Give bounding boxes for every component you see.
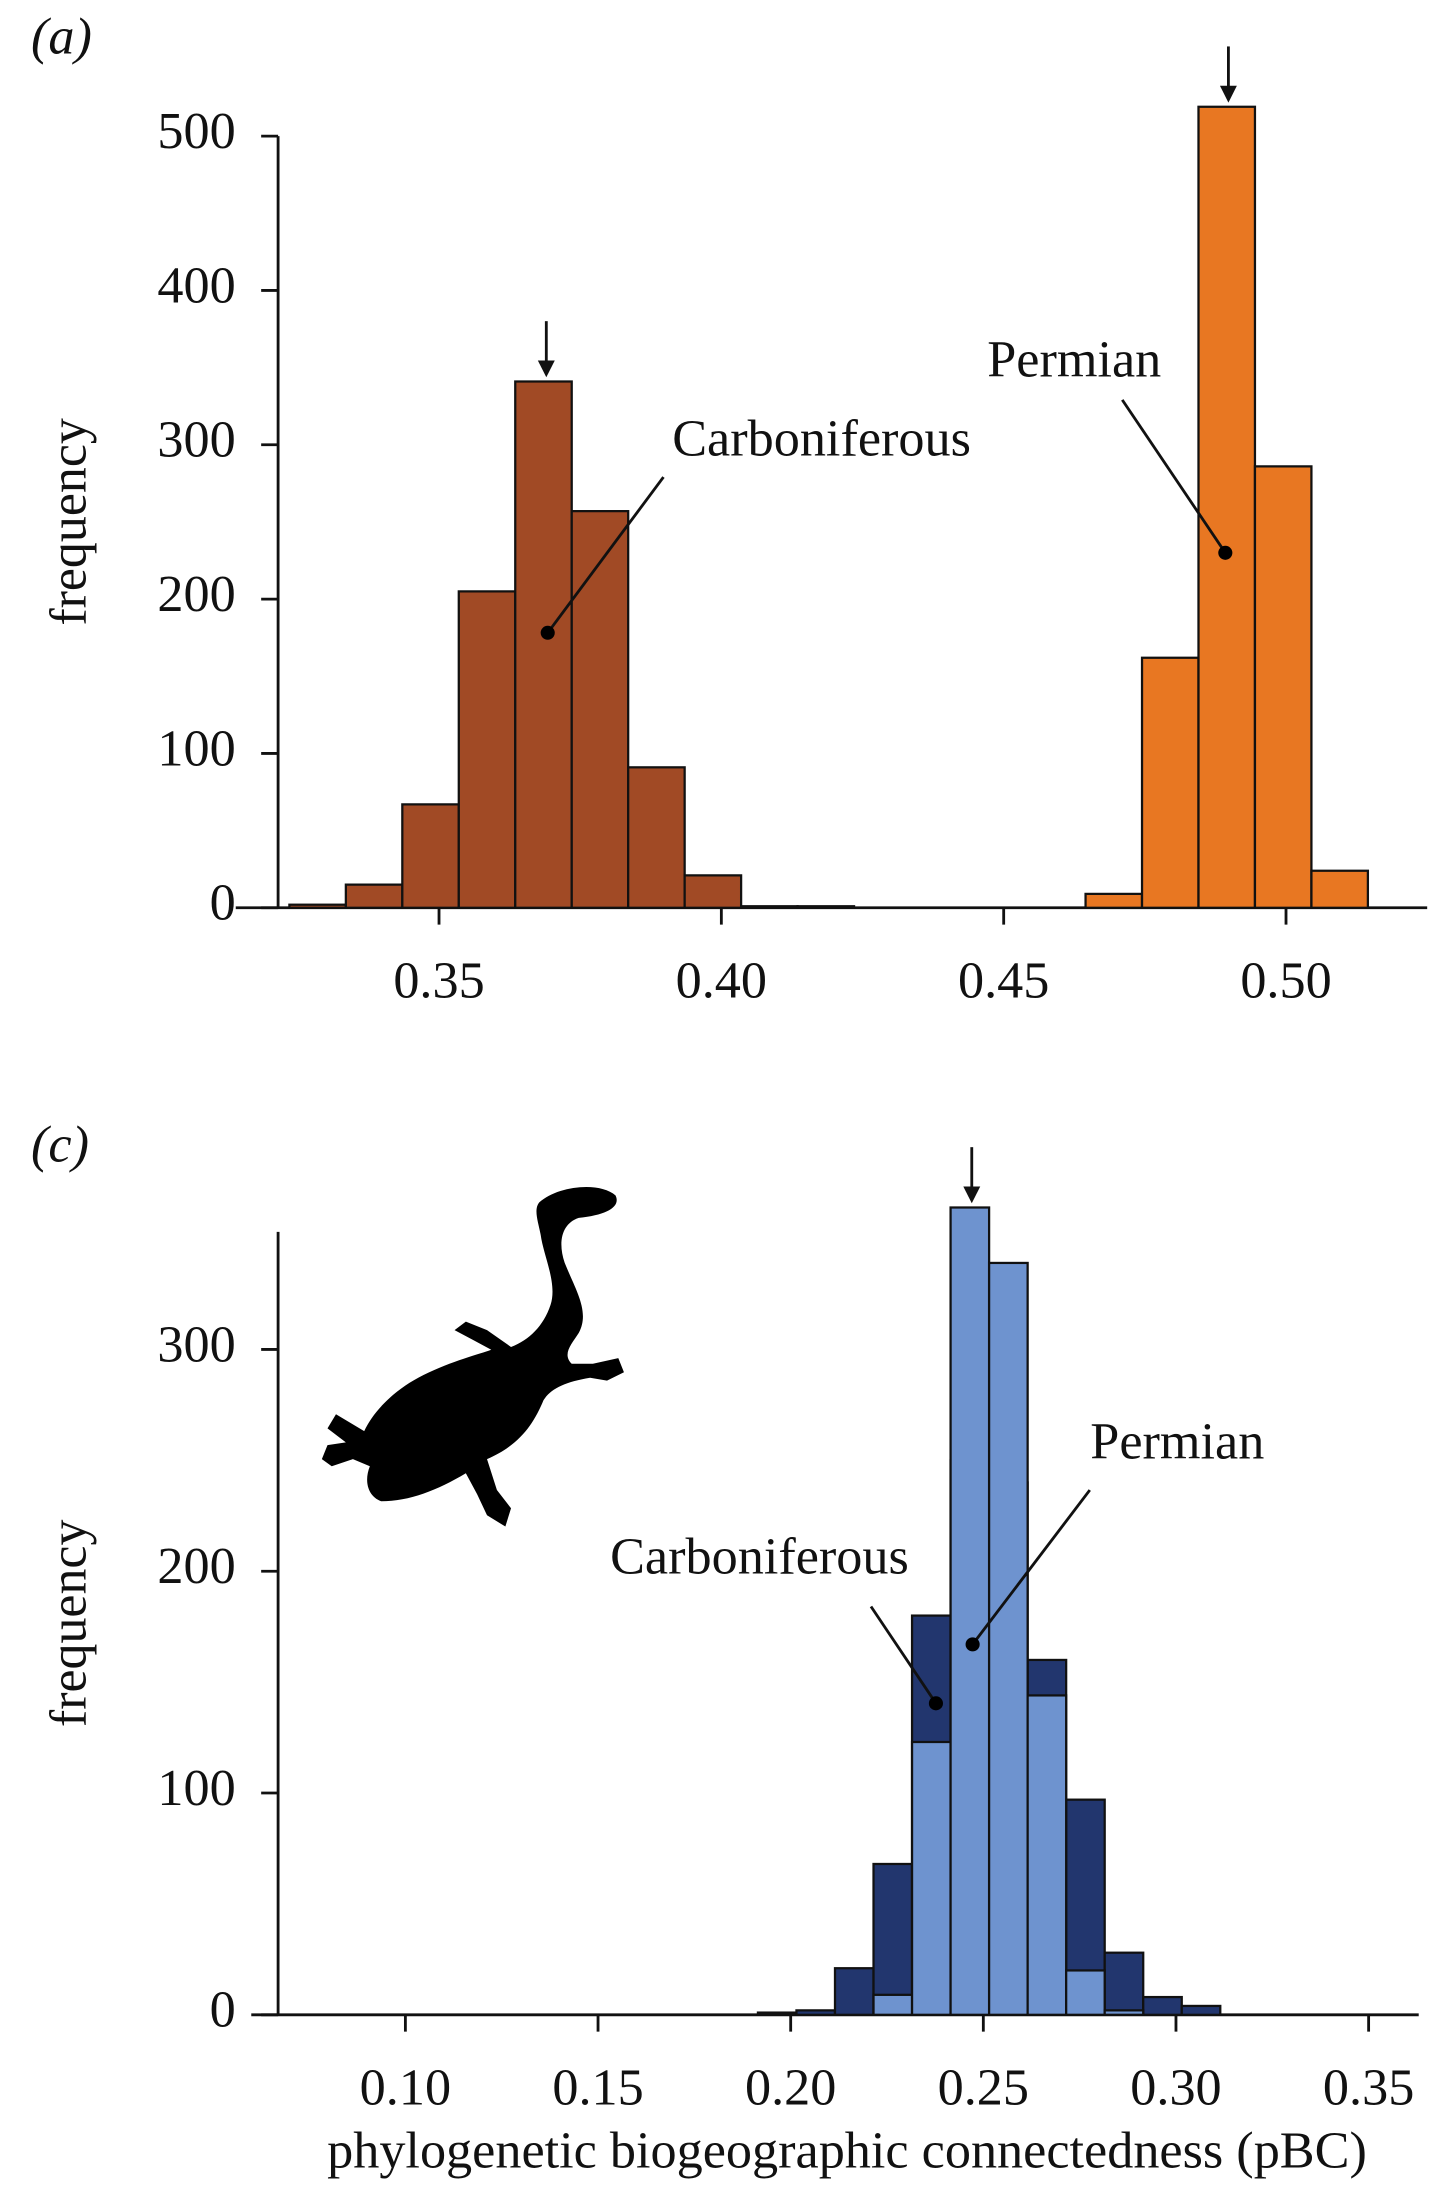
y-tick-label: 300 [157, 412, 235, 469]
histogram-bar [1084, 892, 1144, 909]
histogram-bar [739, 905, 799, 909]
y-axis-title: frequency [40, 418, 97, 625]
histogram-bar [1180, 2004, 1222, 2016]
histogram-bar [872, 1993, 914, 2016]
x-tick-label: 0.15 [552, 2060, 643, 2117]
x-tick-label: 0.50 [1240, 953, 1331, 1010]
x-tick-label: 0.30 [1130, 2060, 1221, 2117]
panel-label: (a) [31, 8, 92, 65]
observed-arrowhead [537, 360, 555, 378]
y-tick-label: 100 [157, 720, 235, 777]
x-tick-label: 0.35 [393, 953, 484, 1010]
histogram-bar [1310, 869, 1370, 909]
x-tick-label: 0.20 [745, 2060, 836, 2117]
histogram-bar [833, 1967, 875, 2016]
x-tick-label: 0.35 [1323, 2060, 1414, 2117]
y-tick-label: 300 [157, 1316, 235, 1373]
histogram-bar [514, 380, 573, 909]
histogram-bar [910, 1740, 952, 2016]
histogram-bar [344, 883, 404, 909]
histogram-bar [1103, 2009, 1145, 2016]
histogram-bar [627, 766, 686, 909]
histogram-bar [987, 1261, 1029, 2016]
label-dot [965, 1637, 980, 1652]
label-dot [928, 1696, 943, 1711]
x-axis-title: phylogenetic biogeographic connectedness… [327, 2123, 1367, 2180]
label-pointer [1121, 399, 1227, 554]
histogram-bar [795, 2009, 837, 2016]
label-pointer [546, 476, 665, 634]
label-pointer [971, 1489, 1091, 1646]
panel-label: (c) [31, 1117, 89, 1174]
series-label: Carboniferous [610, 1529, 909, 1586]
histogram-bar [1253, 465, 1313, 909]
y-tick-label: 500 [157, 103, 235, 160]
histogram-bar [1026, 1694, 1068, 2016]
y-tick-label: 200 [157, 1538, 235, 1595]
y-tick-label: 0 [210, 875, 236, 932]
histogram-bar [949, 1206, 991, 2016]
histogram-bar [570, 510, 630, 909]
y-tick-label: 100 [157, 1760, 235, 1817]
label-dot [1218, 545, 1233, 560]
observed-arrowhead [1219, 85, 1237, 103]
x-tick-label: 0.10 [360, 2060, 451, 2117]
series-label: Permian [987, 332, 1161, 389]
histogram-bar [457, 590, 517, 909]
histogram-bar [1103, 1951, 1145, 2016]
histogram-bar [1142, 1995, 1183, 2016]
series-label: Permian [1090, 1414, 1264, 1471]
histogram-bar [796, 905, 856, 909]
histogram-bar [756, 2011, 798, 2016]
y-tick-label: 0 [210, 1982, 236, 2039]
histogram-bar [288, 903, 347, 909]
histogram-bar [1065, 1969, 1106, 2016]
observed-arrowhead [963, 1186, 981, 1204]
x-tick-label: 0.45 [958, 953, 1049, 1010]
y-tick-label: 200 [157, 566, 235, 623]
label-pointer [869, 1605, 938, 1705]
histogram-bar [683, 874, 743, 909]
histogram-bar [872, 1862, 914, 2016]
salamander-silhouette [321, 1186, 624, 1527]
histogram-bar [1197, 105, 1257, 909]
label-dot [540, 625, 555, 640]
histogram-bar [401, 803, 460, 909]
x-tick-label: 0.40 [676, 953, 767, 1010]
series-label: Carboniferous [672, 410, 971, 467]
histogram-bar [1140, 656, 1200, 909]
x-tick-label: 0.25 [938, 2060, 1029, 2117]
y-tick-label: 400 [157, 257, 235, 314]
y-axis-title: frequency [40, 1520, 97, 1727]
